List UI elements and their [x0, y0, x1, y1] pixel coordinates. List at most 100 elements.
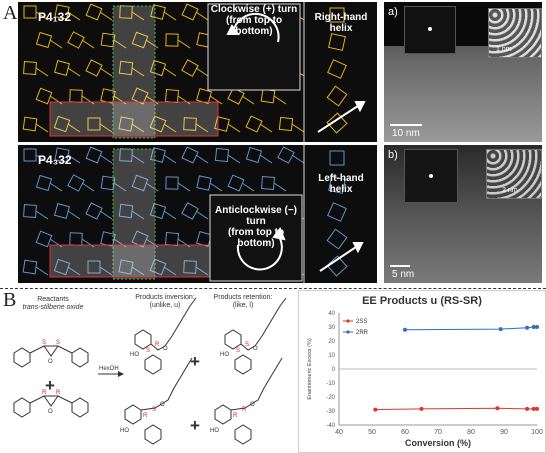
y-tick-label: -30 [326, 409, 335, 415]
phenyl-ring [144, 354, 162, 375]
phenyl-ring [144, 424, 162, 445]
phenyl-ring [224, 329, 242, 350]
phenyl-ring [13, 347, 31, 368]
stereo-label: S [42, 340, 46, 346]
series-line-2SS [375, 407, 537, 411]
data-point-2RR [535, 325, 539, 329]
space-group-bottom: P4₃32 [38, 153, 72, 167]
stereo-label: S [245, 342, 249, 348]
fft-inset-b [404, 149, 458, 203]
plus-sign: + [190, 416, 200, 435]
y-axis-label: Enantiomeric Excess (%) [307, 338, 313, 400]
helix-arrow-top [317, 101, 366, 133]
x-tick-label: 100 [531, 429, 543, 436]
y-tick-label: 40 [328, 311, 335, 317]
reactants-title: Reactants trans-stilbene oxide [22, 296, 84, 311]
tem-image-b: 2 nm b) 5 nm [384, 145, 542, 283]
stereo-label: S [56, 340, 60, 346]
stereo-label: R [143, 413, 148, 419]
x-tick-label: 70 [434, 429, 442, 436]
hydroxyl-label: HO [130, 352, 139, 358]
phenyl-ring [134, 329, 152, 350]
x-tick-label: 90 [500, 429, 508, 436]
data-point-2SS [535, 406, 539, 411]
highlight-column-top [112, 5, 156, 139]
y-tick-label: -10 [326, 381, 335, 387]
ee-chart: EE Products u (RS-SR) 40 30 20 10 0 -10 -20 -30… [298, 290, 546, 453]
data-point-2RR [498, 327, 503, 332]
structure-bottom-panel: P4₃32 Anticlockwise (−) turn (from top to… [18, 145, 377, 283]
epoxide-o: O [48, 409, 53, 415]
hydroxyl-label: HO [220, 352, 229, 358]
helix-arrow-bottom [319, 242, 364, 272]
stereo-label: S [152, 407, 156, 413]
panel-b-letter: B [3, 289, 17, 311]
reaction-arrowhead [118, 371, 124, 377]
scale-bar-a [390, 124, 422, 126]
stereo-label: R [155, 342, 160, 348]
y-tick-label: 10 [328, 353, 335, 359]
phenyl-ring [234, 354, 252, 375]
stereo-label: S [146, 348, 150, 354]
data-point-2SS [419, 406, 424, 411]
data-point-2RR [403, 327, 407, 332]
series-line-2RR [404, 326, 537, 331]
legend-label-2RR: 2RR [356, 330, 369, 336]
phenyl-ring [71, 347, 89, 368]
legend-marker-2RR [346, 330, 350, 334]
stereo-label: R [56, 390, 61, 396]
hrtem-inset-b [486, 149, 542, 199]
panel-a-letter: A [3, 2, 18, 24]
epoxide-o: O [48, 359, 53, 365]
turn-inset-top [207, 3, 301, 91]
highlight-row-bottom [49, 244, 219, 278]
turn-arrow-top [226, 12, 280, 43]
space-group-top: P4₁32 [38, 10, 71, 24]
data-point-2SS [531, 406, 536, 411]
plus-sign: + [45, 376, 55, 395]
legend-label-2SS: 2SS [356, 319, 367, 325]
x-tick-label: 50 [368, 429, 376, 436]
inversion-title: Products inversion: (unlike, u) [135, 294, 195, 309]
scale-bar-b [390, 265, 410, 267]
reaction-scheme: O O S S R R HexOH HO HO HO HO O O O O S … [13, 297, 287, 445]
turn-note-bottom: Anticlockwise (−) turn (from top to botto… [215, 205, 297, 249]
ether-o: O [253, 346, 258, 352]
chart-title: EE Products u (RS-SR) [362, 295, 482, 307]
y-tick-label: 20 [328, 339, 335, 345]
scale-text-b: 5 nm [392, 269, 415, 280]
stereo-label: R [42, 390, 47, 396]
data-point-2RR [525, 325, 530, 330]
data-point-2SS [373, 407, 378, 412]
phenyl-ring [214, 404, 232, 425]
stereo-label: S [236, 348, 240, 354]
hydroxyl-label: HO [210, 428, 219, 434]
highlight-column-bottom [112, 148, 156, 280]
data-point-2SS [525, 406, 530, 411]
structure-top-framework [22, 2, 366, 142]
phenyl-ring [13, 397, 31, 418]
data-point-2RR [531, 325, 536, 329]
stereo-label: R [233, 413, 238, 419]
tem-b-letter: b) [388, 149, 398, 161]
y-tick-label: -40 [326, 423, 335, 429]
tem-image-a: 1 nm a) 10 nm [384, 2, 542, 142]
x-tick-label: 60 [401, 429, 409, 436]
hrtem-inset-a [488, 8, 542, 58]
section-divider [0, 288, 546, 289]
hydroxyl-label: HO [120, 428, 129, 434]
turn-arrow-bottom [236, 226, 286, 271]
legend-marker-2SS [346, 319, 350, 323]
structure-top-panel: P4₁32 Clockwise (+) turn (from top to bot… [18, 2, 377, 142]
turn-inset-bottom [209, 194, 303, 282]
tem-a-letter: a) [388, 6, 398, 18]
ether-o: O [163, 346, 168, 352]
structure-bottom-framework [22, 145, 364, 283]
turn-note-top: Clockwise (+) turn (from top to bottom) [210, 4, 298, 37]
fft-inset-a [404, 6, 456, 54]
phenyl-ring [234, 424, 252, 445]
plus-sign: + [190, 352, 200, 371]
retention-title: Products retention: (like, l) [213, 294, 273, 309]
phenyl-ring [71, 397, 89, 418]
